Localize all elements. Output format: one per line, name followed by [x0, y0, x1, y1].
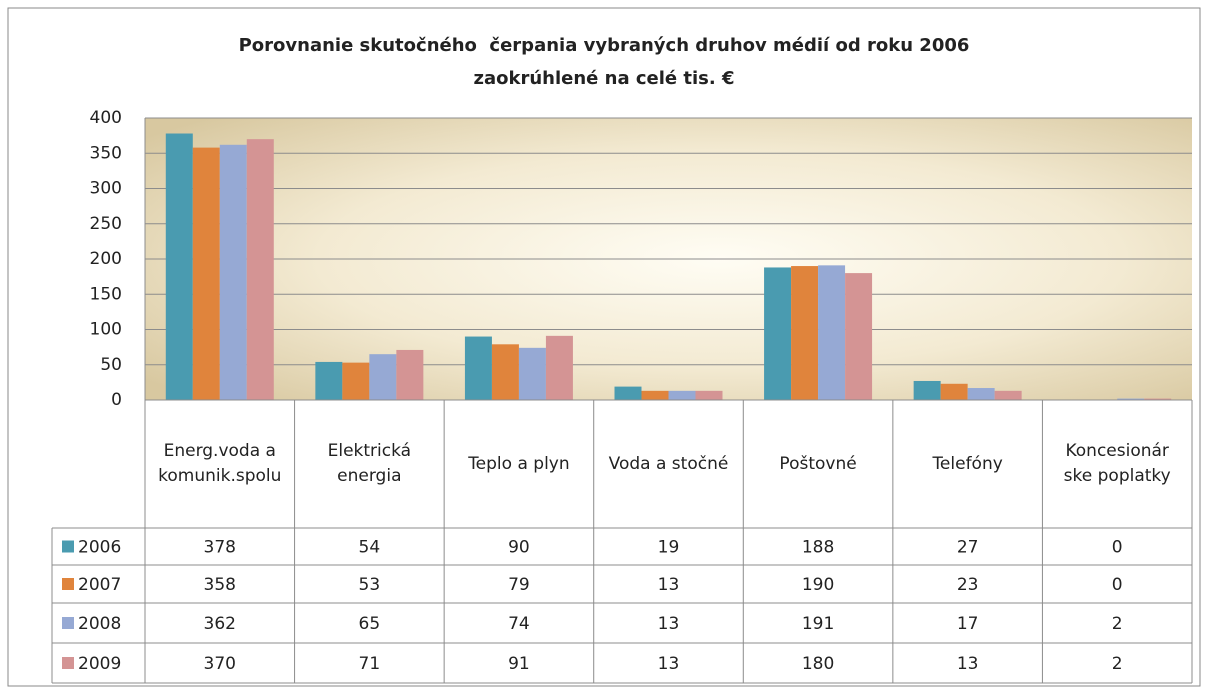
bar: [764, 267, 792, 400]
y-tick-label: 250: [90, 214, 122, 234]
category-label: Poštovné: [779, 453, 857, 474]
y-tick-label: 100: [90, 320, 122, 340]
table-value: 2: [1112, 614, 1123, 634]
bar: [1144, 398, 1172, 400]
table-value: 0: [1112, 538, 1123, 558]
bar: [518, 347, 546, 400]
bar: [342, 362, 370, 400]
bar: [668, 390, 696, 400]
table-value: 17: [957, 614, 979, 634]
chart-title: Porovnanie skutočného čerpania vybraných…: [239, 35, 970, 56]
table-value: 2: [1112, 654, 1123, 674]
bar: [1117, 398, 1145, 400]
bar: [967, 388, 995, 400]
category-label: Koncesionár ske poplatky: [1063, 441, 1171, 486]
bar: [545, 335, 573, 400]
table-value: 65: [359, 614, 381, 634]
bar: [315, 361, 343, 400]
legend-key: [62, 617, 74, 629]
category-label: Telefóny: [932, 453, 1003, 474]
table-value: 362: [204, 614, 236, 634]
table-value: 23: [957, 575, 979, 595]
table-value: 71: [359, 654, 381, 674]
table-value: 180: [802, 654, 834, 674]
bar: [246, 139, 274, 400]
category-label: Voda a stočné: [608, 453, 729, 474]
category-label: Energ.voda a komunik.spolu: [158, 441, 282, 486]
bar: [845, 273, 873, 400]
category-label: Teplo a plyn: [468, 453, 570, 474]
table-value: 91: [508, 654, 530, 674]
bar: [695, 390, 723, 400]
bar: [641, 390, 669, 400]
bar: [791, 266, 819, 400]
y-tick-label: 200: [90, 249, 122, 269]
y-tick-label: 350: [90, 143, 122, 163]
category-label: Elektrická energia: [327, 441, 412, 486]
legend-label: 2008: [78, 614, 121, 634]
y-tick-label: 150: [90, 284, 122, 304]
y-tick-label: 300: [90, 179, 122, 199]
table-value: 13: [658, 614, 680, 634]
bar: [818, 265, 846, 400]
y-tick-label: 50: [100, 355, 122, 375]
bar: [491, 344, 519, 400]
bar: [940, 383, 968, 400]
table-value: 90: [508, 538, 530, 558]
table-value: 13: [957, 654, 979, 674]
table-value: 13: [658, 575, 680, 595]
table-value: 358: [204, 575, 236, 595]
table-value: 19: [658, 538, 680, 558]
table-value: 188: [802, 538, 834, 558]
bar: [219, 144, 247, 400]
bar: [614, 386, 642, 400]
bar: [396, 349, 424, 400]
table-value: 0: [1112, 575, 1123, 595]
legend-label: 2009: [78, 654, 121, 674]
bar: [913, 380, 941, 400]
bar: [369, 354, 397, 400]
y-tick-label: 400: [90, 108, 122, 128]
table-value: 27: [957, 538, 979, 558]
legend-key: [62, 657, 74, 669]
y-tick-label: 0: [111, 390, 122, 410]
bar: [165, 133, 193, 400]
table-value: 74: [508, 614, 530, 634]
table-value: 79: [508, 575, 530, 595]
bar: [994, 390, 1022, 400]
bar: [192, 147, 220, 400]
table-value: 13: [658, 654, 680, 674]
table-value: 54: [359, 538, 381, 558]
table-value: 191: [802, 614, 834, 634]
legend-label: 2006: [78, 538, 121, 558]
table-value: 370: [204, 654, 236, 674]
chart-subtitle: zaokrúhlené na celé tis. €: [474, 68, 735, 89]
table-value: 378: [204, 538, 236, 558]
table-value: 53: [359, 575, 381, 595]
table-value: 190: [802, 575, 834, 595]
legend-key: [62, 540, 74, 553]
legend-label: 2007: [78, 575, 121, 595]
legend-key: [62, 578, 74, 590]
bar: [464, 336, 492, 400]
